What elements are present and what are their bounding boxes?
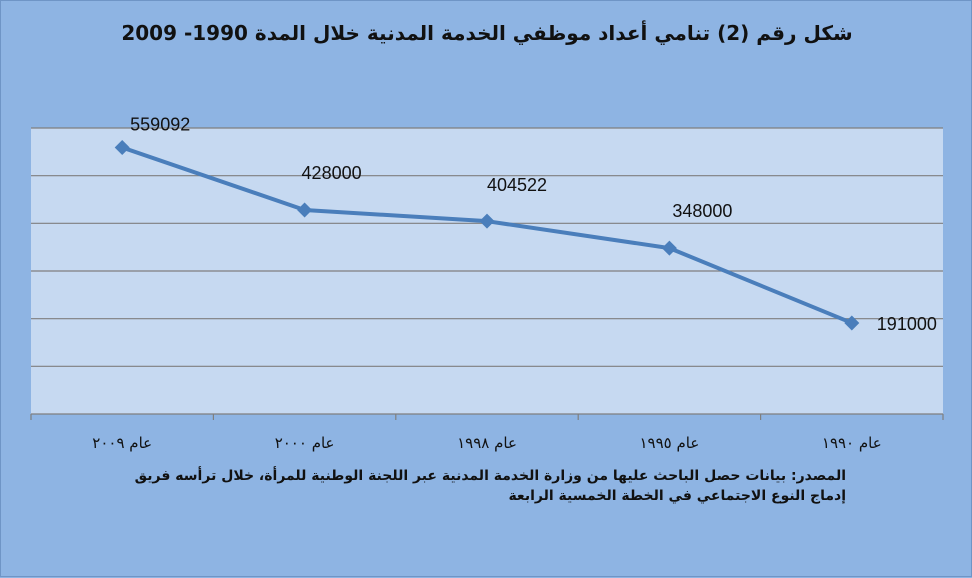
data-point-marker xyxy=(479,213,495,229)
x-tick-label: عام ١٩٩٨ xyxy=(457,434,517,452)
x-tick-label: عام ٢٠٠٠ xyxy=(275,434,335,452)
data-label: 348000 xyxy=(672,201,732,221)
data-point-marker xyxy=(114,139,130,155)
source-note: المصدر: بيانات حصل الباحث عليها من وزارة… xyxy=(135,466,846,506)
data-label: 404522 xyxy=(487,175,547,195)
data-point-marker xyxy=(844,315,860,331)
data-label: 428000 xyxy=(302,163,362,183)
source-line-2: إدماج النوع الاجتماعي في الخطة الخمسية ا… xyxy=(508,488,846,504)
data-labels: 559092 428000 404522 348000 191000 xyxy=(130,114,937,333)
x-tick-labels: عام ٢٠٠٩ عام ٢٠٠٠ عام ١٩٩٨ عام ١٩٩٥ عام ١٩٩٠ xyxy=(92,434,881,452)
data-point-marker xyxy=(297,202,313,218)
source-line-1: المصدر: بيانات حصل الباحث عليها من وزارة… xyxy=(134,468,846,484)
chart-title: شكل رقم (2) تنامي أعداد موظفي الخدمة الم… xyxy=(121,21,853,45)
series-markers xyxy=(114,139,860,331)
x-tick-label: عام ١٩٩٥ xyxy=(639,434,699,452)
data-label: 559092 xyxy=(130,114,190,134)
data-point-marker xyxy=(661,240,677,256)
x-tick-label: عام ٢٠٠٩ xyxy=(92,434,152,452)
x-axis xyxy=(30,413,944,420)
x-tick-label: عام ١٩٩٠ xyxy=(822,434,882,452)
data-label: 191000 xyxy=(877,314,937,334)
